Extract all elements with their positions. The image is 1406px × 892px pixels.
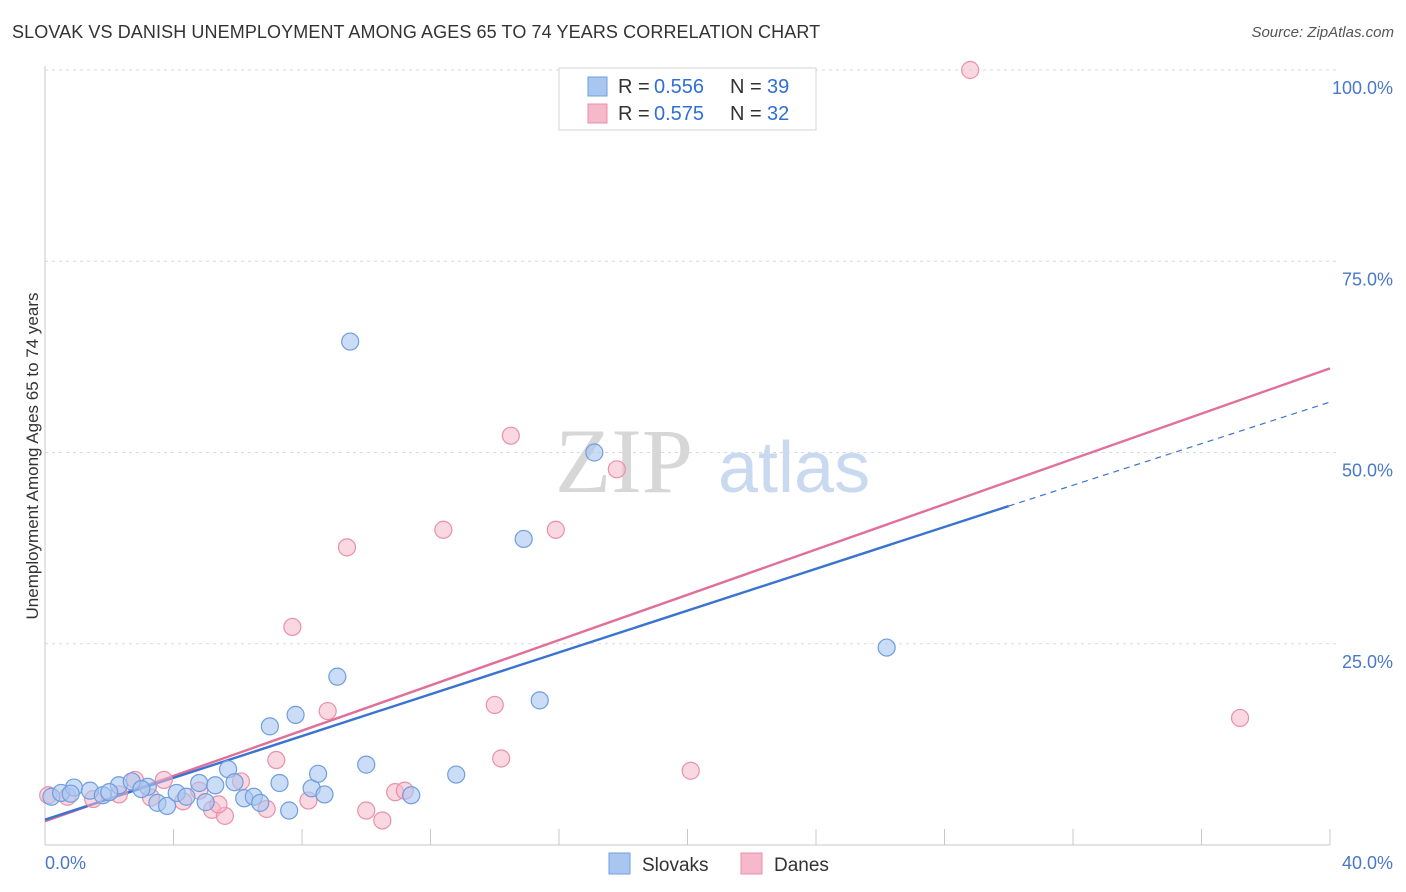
danes-point bbox=[267, 750, 286, 770]
grid-lines bbox=[45, 69, 1338, 645]
bottom-legend-label-danes: Danes bbox=[774, 855, 829, 876]
slovaks-point bbox=[260, 717, 279, 736]
watermark: ZIP atlas bbox=[555, 410, 870, 512]
legend-n-label: N = bbox=[730, 103, 762, 125]
bottom-legend-label-slovaks: Slovaks bbox=[642, 855, 709, 876]
chart-title: SLOVAK VS DANISH UNEMPLOYMENT AMONG AGES… bbox=[12, 22, 821, 42]
y-axis-tick-labels: 25.0% 50.0% 75.0% 100.0% bbox=[1332, 78, 1393, 672]
slovaks-trend-extension bbox=[1008, 401, 1331, 507]
danes-point bbox=[1230, 708, 1250, 728]
chart-source: Source: ZipAtlas.com bbox=[1251, 24, 1394, 41]
slovaks-point bbox=[357, 755, 376, 774]
slovaks-point bbox=[157, 796, 177, 816]
danes-point bbox=[961, 60, 980, 80]
danes-point bbox=[607, 460, 626, 479]
slovaks-point bbox=[328, 667, 347, 686]
y-tick-label: 25.0% bbox=[1342, 652, 1393, 672]
slovaks-point bbox=[61, 784, 80, 803]
y-tick-label: 50.0% bbox=[1342, 461, 1393, 481]
legend-n-label: N = bbox=[730, 76, 762, 98]
slovaks-point bbox=[280, 801, 299, 820]
danes-point bbox=[318, 701, 337, 721]
danes-point bbox=[434, 520, 453, 539]
slovaks-point bbox=[530, 691, 549, 710]
danes-point bbox=[337, 538, 357, 557]
danes-point bbox=[501, 426, 520, 445]
legend-n-value: 32 bbox=[767, 103, 789, 125]
slovaks-point bbox=[514, 529, 533, 549]
slovaks-point bbox=[270, 773, 289, 793]
x-tick-label: 40.0% bbox=[1342, 853, 1393, 873]
y-tick-label: 100.0% bbox=[1332, 78, 1393, 98]
legend-r-label: R = bbox=[618, 76, 650, 98]
slovaks-point bbox=[206, 776, 225, 795]
slovaks-point bbox=[315, 785, 334, 804]
legend-r-label: R = bbox=[618, 103, 650, 125]
slovaks-point bbox=[177, 787, 196, 806]
x-axis-ticks: 0.0% 40.0% bbox=[44, 829, 1393, 873]
bottom-legend-swatch-danes bbox=[740, 852, 763, 875]
legend-swatch-danes bbox=[587, 103, 608, 124]
danes-point bbox=[283, 617, 302, 637]
danes-point bbox=[485, 695, 504, 715]
danes-point bbox=[373, 811, 392, 830]
slovaks-point bbox=[585, 443, 604, 462]
slovaks-point bbox=[225, 773, 244, 792]
danes-point bbox=[681, 761, 700, 780]
y-axis-label: Unemployment Among Ages 65 to 74 years bbox=[23, 293, 42, 620]
slovaks-point bbox=[308, 764, 328, 783]
legend-swatch-slovaks bbox=[587, 76, 608, 97]
danes-trend-line bbox=[44, 367, 1331, 823]
danes-point bbox=[154, 770, 173, 790]
slovaks-point bbox=[132, 779, 151, 799]
watermark-zip: ZIP bbox=[555, 410, 693, 512]
slovaks-trend-line bbox=[44, 504, 1010, 821]
legend-n-value: 39 bbox=[767, 76, 789, 98]
slovaks-point bbox=[251, 793, 270, 812]
slovaks-point bbox=[190, 773, 209, 793]
watermark-atlas: atlas bbox=[718, 428, 870, 508]
x-tick-label: 0.0% bbox=[45, 853, 86, 873]
danes-point bbox=[492, 749, 511, 768]
slovaks-point bbox=[341, 332, 360, 351]
slovaks-point bbox=[402, 786, 421, 805]
slovaks-point bbox=[877, 638, 896, 657]
legend-r-value: 0.575 bbox=[654, 103, 704, 125]
bottom-legend-swatch-slovaks bbox=[608, 852, 631, 875]
slovaks-point bbox=[447, 765, 466, 784]
slovaks-point bbox=[100, 783, 119, 802]
danes-point bbox=[357, 801, 376, 820]
danes-point bbox=[546, 520, 565, 539]
legend-r-value: 0.556 bbox=[654, 76, 704, 98]
slovaks-point bbox=[196, 793, 215, 812]
trend-lines bbox=[44, 367, 1331, 823]
slovaks-point bbox=[286, 705, 305, 724]
correlation-legend: R = 0.556 N = 39 R = 0.575 N = 32 bbox=[558, 67, 817, 131]
y-tick-label: 75.0% bbox=[1342, 269, 1393, 289]
slovaks-points bbox=[42, 332, 896, 820]
series-legend: Slovaks Danes bbox=[608, 852, 829, 876]
